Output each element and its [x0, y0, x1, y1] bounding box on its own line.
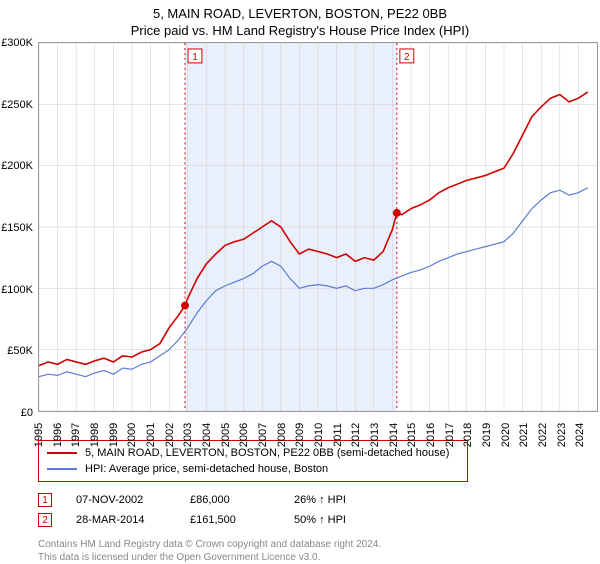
x-axis-label: 2012	[350, 423, 362, 447]
transaction-row: 1 07-NOV-2002 £86,000 26% ↑ HPI	[38, 490, 600, 510]
x-axis-label: 2016	[425, 423, 437, 447]
y-axis-label: £200K	[1, 160, 33, 172]
x-axis-label: 2024	[574, 423, 586, 447]
x-axis-label: 2011	[332, 423, 344, 447]
y-axis-label: £250K	[1, 99, 33, 111]
chart-area: 12 £0£50K£100K£150K£200K£250K£300K199519…	[38, 42, 598, 412]
x-axis-label: 1998	[89, 423, 101, 447]
x-axis-label: 2007	[257, 423, 269, 447]
y-axis-label: £50K	[7, 345, 33, 357]
legend-item: HPI: Average price, semi-detached house,…	[47, 461, 459, 477]
transaction-table: 1 07-NOV-2002 £86,000 26% ↑ HPI 2 28-MAR-2014…	[38, 490, 600, 530]
chart-title: 5, MAIN ROAD, LEVERTON, BOSTON, PE22 0BB	[0, 0, 600, 21]
legend-swatch	[47, 468, 77, 470]
x-axis-label: 2004	[201, 423, 213, 447]
transaction-price: £86,000	[190, 494, 270, 506]
x-axis-label: 2002	[164, 423, 176, 447]
transaction-price: £161,500	[190, 514, 270, 526]
y-axis-label: £100K	[1, 284, 33, 296]
x-axis-label: 1996	[52, 423, 64, 447]
x-axis-label: 2006	[238, 423, 250, 447]
transaction-marker: 2	[38, 513, 52, 527]
x-axis-label: 1999	[108, 423, 120, 447]
svg-text:2: 2	[404, 52, 410, 63]
x-axis-label: 2010	[313, 423, 325, 447]
x-axis-label: 2013	[369, 423, 381, 447]
transaction-date: 07-NOV-2002	[76, 494, 166, 506]
y-axis-label: £150K	[1, 222, 33, 234]
x-axis-label: 2023	[556, 423, 568, 447]
x-axis-label: 2014	[388, 423, 400, 447]
svg-text:1: 1	[192, 52, 198, 63]
x-axis-label: 2015	[406, 423, 418, 447]
legend-item: 5, MAIN ROAD, LEVERTON, BOSTON, PE22 0BB…	[47, 445, 459, 461]
x-axis-label: 1995	[33, 423, 45, 447]
x-axis-label: 2021	[518, 423, 530, 447]
chart-svg: 12	[39, 43, 597, 411]
x-axis-label: 2001	[145, 423, 157, 447]
y-axis-label: £300K	[1, 37, 33, 49]
x-axis-label: 2017	[444, 423, 456, 447]
x-axis-label: 2019	[481, 423, 493, 447]
footer-text: Contains HM Land Registry data © Crown c…	[38, 538, 600, 564]
x-axis-label: 2008	[276, 423, 288, 447]
x-axis-label: 2020	[500, 423, 512, 447]
x-axis-label: 2003	[182, 423, 194, 447]
transaction-diff: 50% ↑ HPI	[294, 514, 374, 526]
footer-line-1: Contains HM Land Registry data © Crown c…	[38, 538, 600, 551]
x-axis-label: 2005	[220, 423, 232, 447]
chart-subtitle: Price paid vs. HM Land Registry's House …	[0, 21, 600, 42]
y-axis-label: £0	[21, 407, 33, 419]
x-axis-label: 2009	[294, 423, 306, 447]
x-axis-label: 2000	[126, 423, 138, 447]
legend-box: 5, MAIN ROAD, LEVERTON, BOSTON, PE22 0BB…	[38, 440, 468, 482]
x-axis-label: 2018	[462, 423, 474, 447]
footer-line-2: This data is licensed under the Open Gov…	[38, 551, 600, 564]
x-axis-label: 2022	[537, 423, 549, 447]
legend-swatch	[47, 452, 77, 454]
transaction-marker: 1	[38, 493, 52, 507]
legend-label: 5, MAIN ROAD, LEVERTON, BOSTON, PE22 0BB…	[85, 447, 449, 459]
x-axis-label: 1997	[70, 423, 82, 447]
transaction-diff: 26% ↑ HPI	[294, 494, 374, 506]
transaction-date: 28-MAR-2014	[76, 514, 166, 526]
chart-container: 5, MAIN ROAD, LEVERTON, BOSTON, PE22 0BB…	[0, 0, 600, 560]
legend-label: HPI: Average price, semi-detached house,…	[85, 463, 328, 475]
transaction-row: 2 28-MAR-2014 £161,500 50% ↑ HPI	[38, 510, 600, 530]
